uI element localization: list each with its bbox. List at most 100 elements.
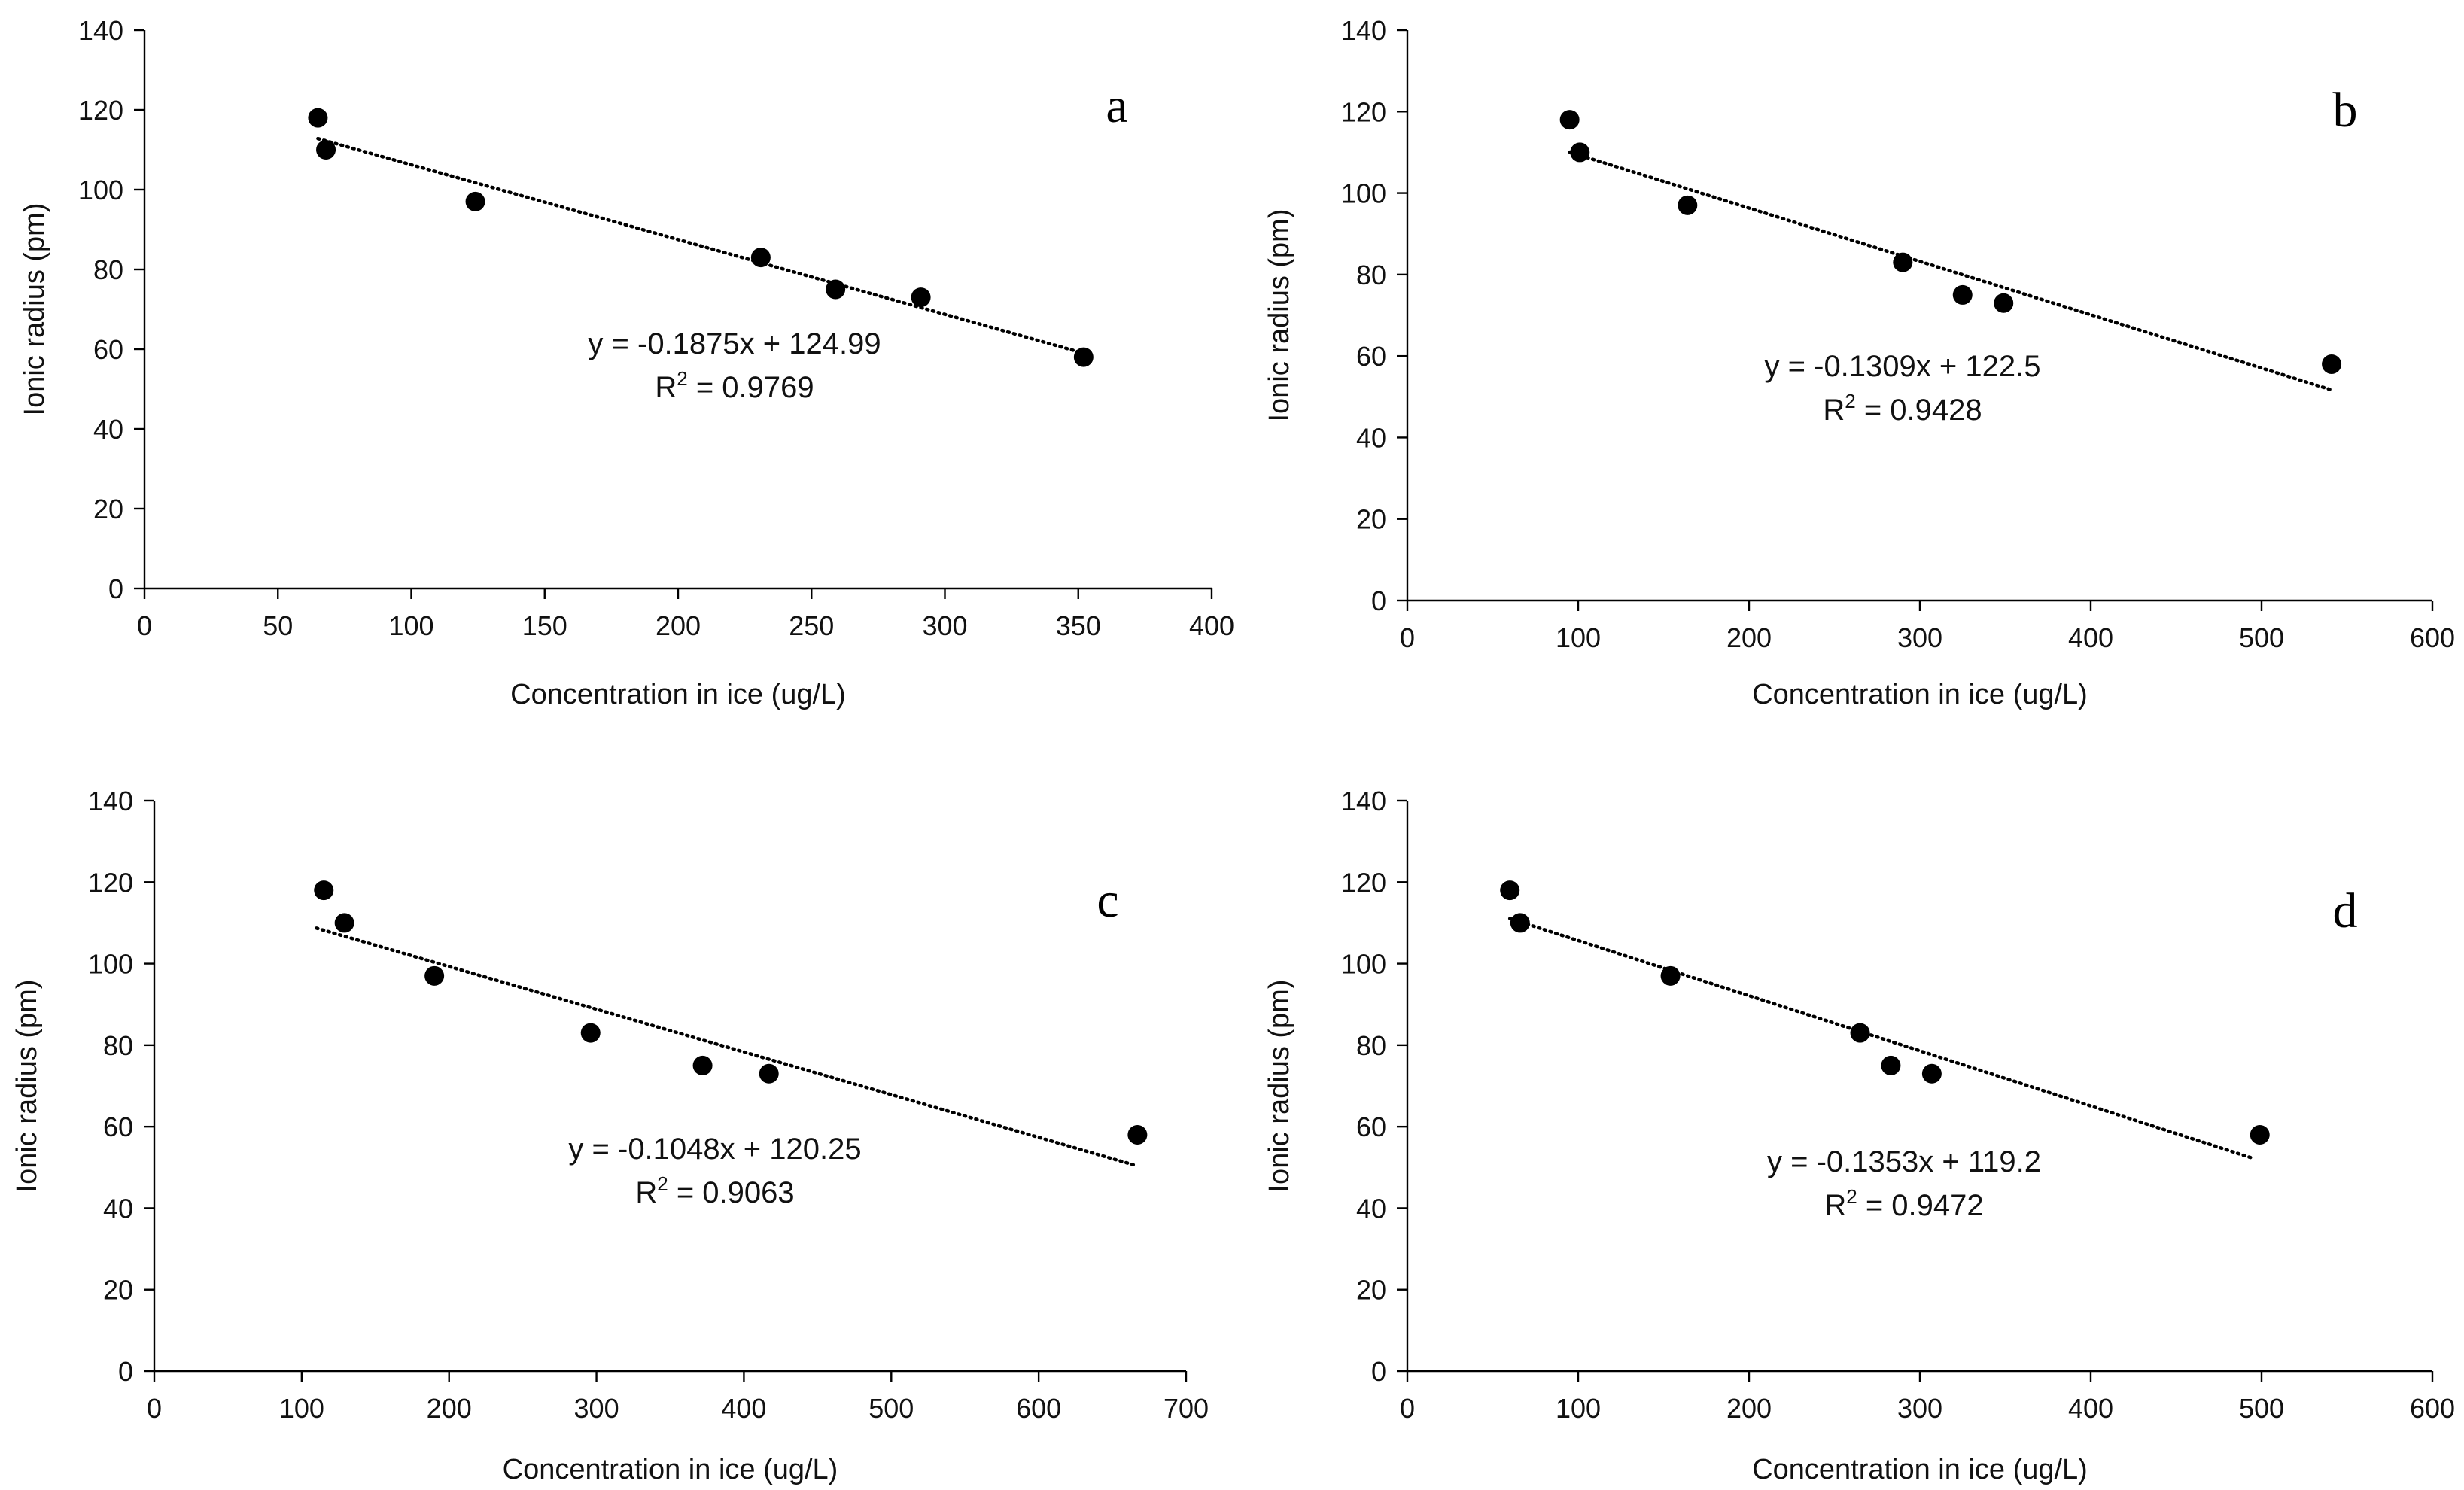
x-tick-label: 600 bbox=[2410, 622, 2455, 653]
y-tick-label: 20 bbox=[1356, 504, 1386, 535]
y-tick-label: 40 bbox=[1356, 422, 1386, 453]
x-tick-label: 100 bbox=[1556, 1393, 1601, 1424]
x-axis-title: Concentration in ice (ug/L) bbox=[510, 679, 846, 710]
y-tick-label: 140 bbox=[1341, 786, 1386, 816]
y-tick-label: 120 bbox=[1341, 96, 1386, 127]
r-squared-symbol: R bbox=[655, 371, 677, 404]
y-tick-label: 140 bbox=[78, 15, 123, 46]
x-tick-label: 0 bbox=[1400, 1393, 1415, 1424]
y-tick-label: 100 bbox=[1341, 178, 1386, 209]
x-tick-label: 100 bbox=[388, 610, 433, 641]
y-tick-label: 80 bbox=[93, 254, 123, 285]
y-axis-title: Ionic radius (pm) bbox=[11, 980, 43, 1193]
trendline bbox=[1568, 150, 2334, 392]
data-point bbox=[2322, 354, 2342, 374]
x-axis-title: Concentration in ice (ug/L) bbox=[1752, 1454, 2088, 1485]
r-squared-exponent: 2 bbox=[677, 367, 687, 390]
r-squared-symbol: R bbox=[1824, 1189, 1846, 1222]
x-tick-label: 50 bbox=[263, 610, 293, 641]
r-squared-label: R2 = 0.9472 bbox=[1824, 1185, 1983, 1222]
data-point bbox=[2250, 1124, 2270, 1145]
r-squared-symbol: R bbox=[1823, 394, 1845, 427]
trendline bbox=[316, 136, 1086, 355]
data-point bbox=[1893, 252, 1913, 272]
data-point bbox=[308, 108, 328, 128]
y-tick-label: 80 bbox=[103, 1030, 133, 1061]
data-point bbox=[1510, 913, 1530, 933]
panel-letter: d bbox=[2333, 883, 2358, 938]
x-axis-title: Concentration in ice (ug/L) bbox=[1752, 679, 2088, 710]
r-squared-value: = 0.9472 bbox=[1857, 1189, 1984, 1222]
y-axis-title: Ionic radius (pm) bbox=[19, 203, 50, 416]
data-point bbox=[750, 248, 771, 268]
x-tick-label: 200 bbox=[1726, 622, 1772, 653]
x-tick-label: 600 bbox=[2410, 1393, 2455, 1424]
data-point bbox=[759, 1063, 779, 1084]
x-tick-label: 600 bbox=[1016, 1393, 1061, 1424]
y-tick-label: 40 bbox=[1356, 1193, 1386, 1224]
data-point bbox=[1952, 284, 1973, 305]
chart-panel-d: 0 20 40 60 80 100 120 140 0 100 200 300 400 500 600 Con… bbox=[1264, 786, 2455, 1485]
data-point bbox=[580, 1023, 601, 1043]
x-tick-label: 300 bbox=[1897, 622, 1942, 653]
x-tick-label: 0 bbox=[147, 1393, 162, 1424]
panel-letter: c bbox=[1097, 873, 1118, 928]
x-tick-label: 0 bbox=[137, 610, 152, 641]
data-point bbox=[314, 880, 334, 901]
y-tick-label: 0 bbox=[1371, 585, 1386, 616]
r-squared-value: = 0.9063 bbox=[668, 1176, 795, 1209]
data-point bbox=[334, 913, 354, 933]
x-tick-label: 300 bbox=[1897, 1393, 1942, 1424]
data-point bbox=[826, 279, 846, 300]
data-point bbox=[1678, 195, 1698, 215]
x-axis-title: Concentration in ice (ug/L) bbox=[503, 1454, 838, 1485]
r-squared-symbol: R bbox=[635, 1176, 657, 1209]
x-tick-label: 500 bbox=[2239, 1393, 2284, 1424]
x-tick-label: 350 bbox=[1056, 610, 1101, 641]
y-tick-label: 80 bbox=[1356, 260, 1386, 290]
x-tick-label: 300 bbox=[922, 610, 967, 641]
data-point bbox=[1850, 1023, 1870, 1043]
trendline bbox=[315, 926, 1136, 1167]
data-point bbox=[316, 140, 336, 160]
data-point bbox=[1500, 880, 1520, 901]
x-tick-label: 200 bbox=[656, 610, 701, 641]
y-tick-label: 0 bbox=[108, 573, 123, 604]
y-tick-label: 60 bbox=[1356, 1111, 1386, 1142]
y-tick-label: 140 bbox=[88, 786, 133, 816]
panel-letter: b bbox=[2333, 83, 2358, 138]
x-tick-label: 150 bbox=[522, 610, 567, 641]
y-tick-label: 60 bbox=[1356, 341, 1386, 372]
panel-letter: a bbox=[1106, 78, 1127, 133]
y-axis-title: Ionic radius (pm) bbox=[1264, 980, 1295, 1193]
y-tick-label: 140 bbox=[1341, 15, 1386, 46]
y-tick-label: 100 bbox=[78, 175, 123, 205]
r-squared-label: R2 = 0.9428 bbox=[1823, 390, 1982, 427]
data-point bbox=[1570, 142, 1590, 163]
x-tick-label: 100 bbox=[1556, 622, 1601, 653]
r-squared-exponent: 2 bbox=[1846, 1185, 1857, 1208]
data-point bbox=[1994, 293, 2014, 313]
trendline-equation: y = -0.1353x + 119.2 bbox=[1767, 1145, 2041, 1178]
y-tick-label: 0 bbox=[118, 1356, 133, 1387]
y-axis-title: Ionic radius (pm) bbox=[1264, 209, 1295, 422]
y-tick-label: 60 bbox=[103, 1111, 133, 1142]
chart-panel-c: 0 20 40 60 80 100 120 140 0 100 200 300 400 500 600 700… bbox=[11, 786, 1209, 1485]
r-squared-value: = 0.9769 bbox=[688, 371, 814, 404]
x-tick-label: 100 bbox=[279, 1393, 324, 1424]
trendline bbox=[1507, 917, 2255, 1160]
y-tick-label: 120 bbox=[1341, 867, 1386, 898]
x-tick-label: 400 bbox=[2068, 1393, 2113, 1424]
trendline-equation: y = -0.1309x + 122.5 bbox=[1765, 350, 2041, 383]
x-tick-label: 300 bbox=[574, 1393, 619, 1424]
y-tick-label: 120 bbox=[78, 95, 123, 126]
r-squared-label: R2 = 0.9063 bbox=[635, 1172, 794, 1209]
y-tick-label: 40 bbox=[103, 1193, 133, 1224]
data-point bbox=[1559, 110, 1580, 130]
x-tick-label: 700 bbox=[1164, 1393, 1209, 1424]
x-tick-label: 400 bbox=[1189, 610, 1234, 641]
y-tick-label: 20 bbox=[93, 494, 123, 525]
data-point bbox=[1921, 1063, 1942, 1084]
r-squared-exponent: 2 bbox=[1845, 390, 1855, 412]
